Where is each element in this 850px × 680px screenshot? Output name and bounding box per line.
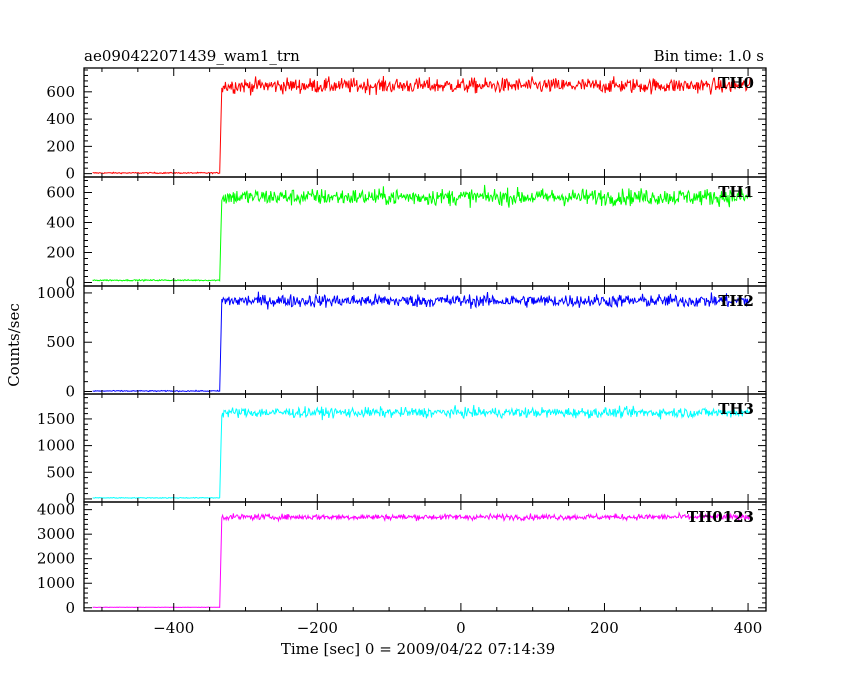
series-line-th0 bbox=[92, 75, 751, 175]
y-tick-label: 600 bbox=[46, 184, 75, 202]
x-tick-label: 400 bbox=[734, 619, 763, 637]
y-tick-label: 3000 bbox=[37, 525, 75, 543]
y-tick-label: 0 bbox=[65, 383, 75, 401]
y-tick-label: 1000 bbox=[37, 437, 75, 455]
series-label-th0123: TH0123 bbox=[687, 508, 754, 526]
y-tick-label: 2000 bbox=[37, 550, 75, 568]
x-tick-label: −200 bbox=[297, 619, 338, 637]
y-tick-label: 400 bbox=[46, 110, 75, 128]
y-tick-label: 1000 bbox=[37, 574, 75, 592]
y-tick-label: 400 bbox=[46, 214, 75, 232]
y-tick-label: 500 bbox=[46, 333, 75, 351]
y-tick-label: 500 bbox=[46, 463, 75, 481]
y-tick-label: 200 bbox=[46, 244, 75, 262]
panel-frame bbox=[83, 176, 767, 287]
y-tick-label: 200 bbox=[46, 137, 75, 155]
panel-th3: 0 500 1000 1500 TH3 bbox=[37, 393, 767, 508]
panel-th1: 0 200 400 600 TH1 bbox=[46, 176, 767, 292]
chart-title: ae090422071439_wam1_trn bbox=[84, 47, 300, 65]
x-tick-label: 200 bbox=[590, 619, 619, 637]
bin-time-label: Bin time: 1.0 s bbox=[654, 47, 764, 65]
series-label-th3: TH3 bbox=[718, 400, 754, 418]
x-axis-ticks: −400 −200 0 200 400 bbox=[153, 619, 762, 637]
series-line-th1 bbox=[92, 184, 751, 282]
y-tick-label: 1500 bbox=[37, 410, 75, 428]
y-tick-label: 4000 bbox=[37, 501, 75, 519]
panel-th2: 0 500 1000 TH2 bbox=[37, 284, 767, 401]
x-axis-label: Time [sec] 0 = 2009/04/22 07:14:39 bbox=[281, 640, 555, 658]
series-line-th3 bbox=[92, 404, 751, 499]
series-label-th2: TH2 bbox=[718, 292, 754, 310]
x-tick-label: −400 bbox=[153, 619, 194, 637]
y-tick-label: 0 bbox=[65, 490, 75, 508]
y-tick-label: 600 bbox=[46, 83, 75, 101]
panel-th0123: 0 1000 2000 3000 4000 TH0123 bbox=[37, 501, 767, 617]
panel-th0: 0 200 400 600 TH0 bbox=[46, 67, 767, 183]
x-tick-label: 0 bbox=[456, 619, 466, 637]
series-label-th0: TH0 bbox=[718, 74, 754, 92]
y-tick-label: 0 bbox=[65, 274, 75, 292]
panel-stack: 0 200 400 600 TH0 0 200 400 600 TH1 0 500 1000 TH2 0 50… bbox=[37, 67, 767, 617]
y-tick-label: 0 bbox=[65, 599, 75, 617]
y-tick-label: 0 bbox=[65, 165, 75, 183]
y-axis-label: Counts/sec bbox=[5, 303, 23, 387]
series-label-th1: TH1 bbox=[718, 183, 754, 201]
series-line-th2 bbox=[92, 291, 751, 393]
series-line-th0123 bbox=[92, 511, 751, 609]
y-tick-label: 1000 bbox=[37, 284, 75, 302]
